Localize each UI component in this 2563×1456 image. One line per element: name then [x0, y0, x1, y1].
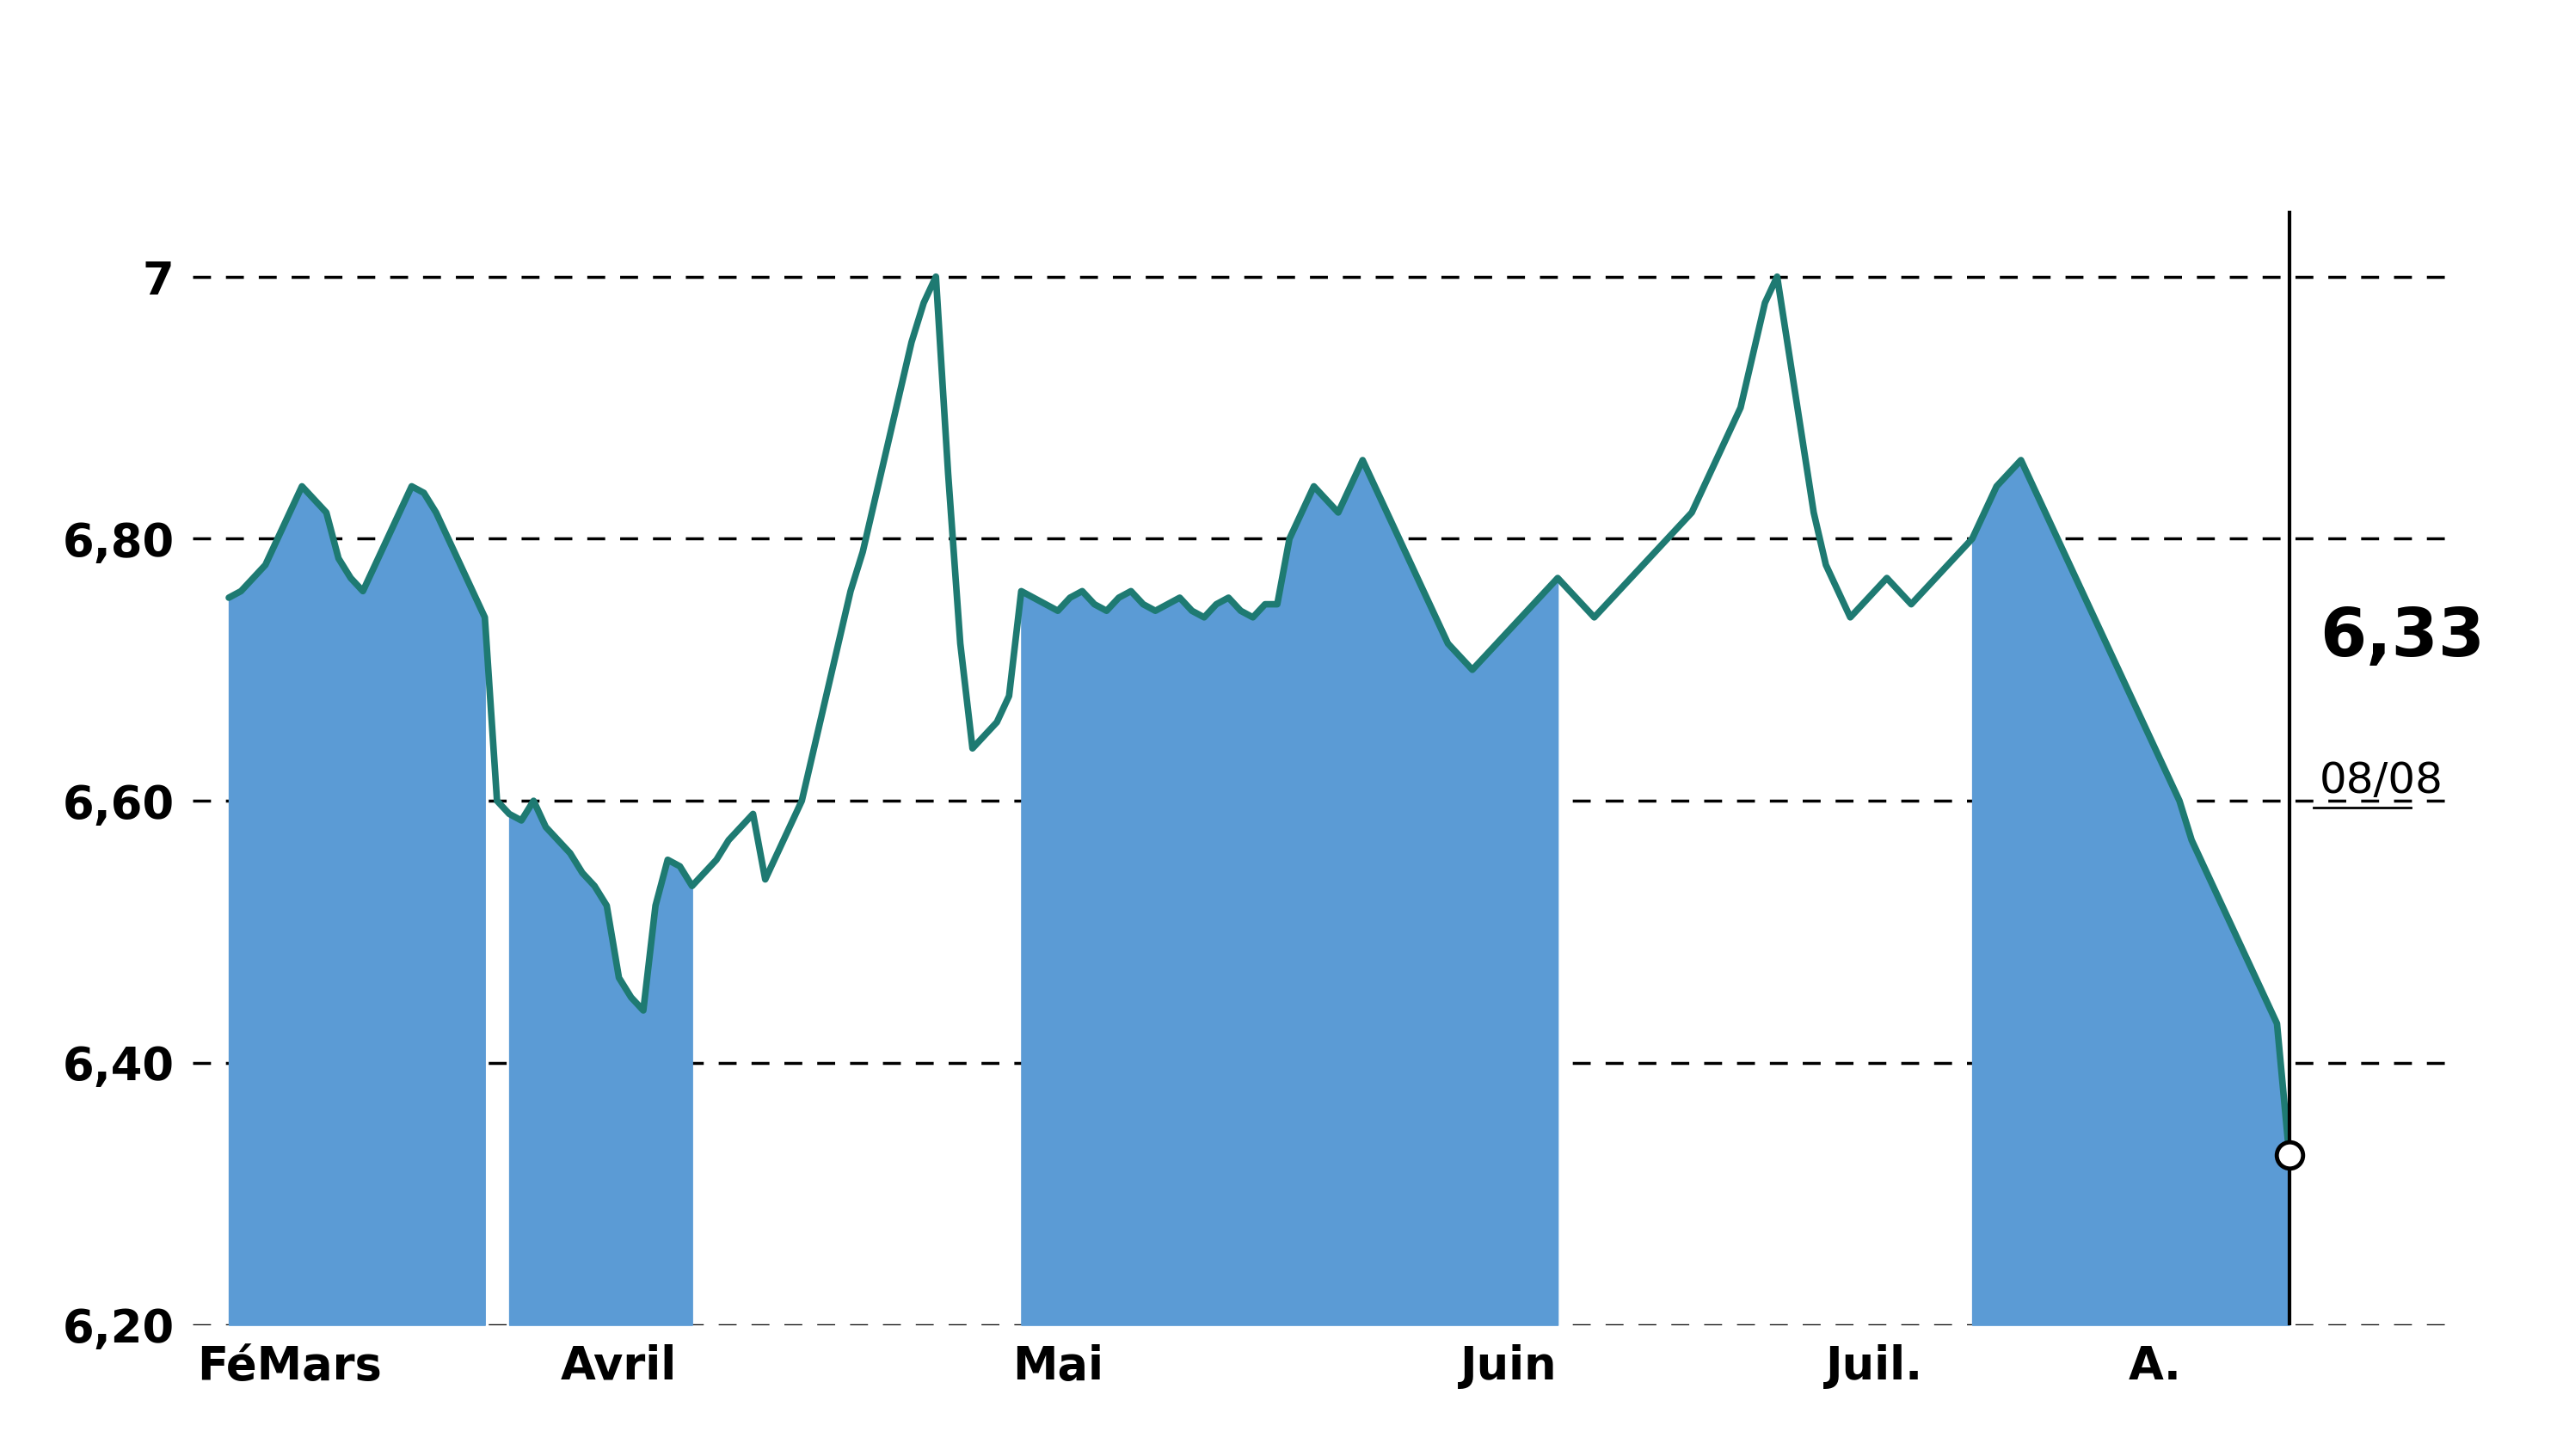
Text: 6,33: 6,33 [2320, 604, 2484, 670]
Text: Abrdn Income Credit Strategies Fund: Abrdn Income Credit Strategies Fund [279, 38, 2284, 130]
Text: 08/08: 08/08 [2320, 760, 2443, 802]
